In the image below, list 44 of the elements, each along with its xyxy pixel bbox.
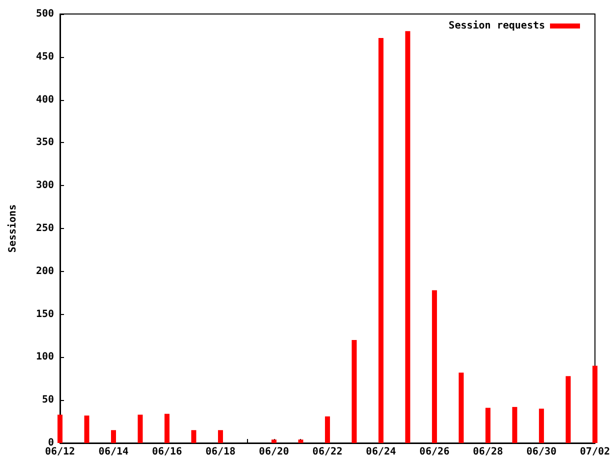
bar <box>405 31 410 443</box>
y-tick-label: 300 <box>36 180 54 192</box>
bar <box>458 372 464 443</box>
bar <box>110 430 116 443</box>
x-tick-label: 06/16 <box>152 446 182 458</box>
bar <box>218 430 223 443</box>
legend-label: Session requests <box>448 20 545 32</box>
x-tick-label: 06/28 <box>472 446 504 458</box>
y-tick-label: 250 <box>36 223 54 234</box>
bar <box>298 440 304 443</box>
x-tick-label: 06/12 <box>44 446 76 458</box>
bar <box>378 38 384 443</box>
bar <box>191 430 196 443</box>
bar <box>538 408 544 443</box>
y-tick-label: 50 <box>42 394 54 406</box>
x-tick-label: 06/22 <box>312 446 343 458</box>
y-tick-label: 0 <box>48 438 54 448</box>
x-tick-label: 06/24 <box>366 446 396 458</box>
x-tick-label: 06/26 <box>419 446 450 458</box>
bar <box>566 376 571 443</box>
bar <box>84 416 90 443</box>
x-tick-label: 06/18 <box>205 446 236 458</box>
bar <box>164 414 170 443</box>
y-tick-label: 150 <box>36 308 54 320</box>
y-tick-label: 350 <box>36 137 54 148</box>
bar <box>58 414 62 443</box>
bar <box>271 440 276 443</box>
bar <box>485 408 490 443</box>
x-tick-label: 07/02 <box>580 446 610 458</box>
bar <box>138 414 143 443</box>
y-tick-label: 500 <box>36 8 54 20</box>
y-axis-title: Sessions <box>6 204 18 253</box>
y-tick-label: 400 <box>36 94 54 106</box>
bar <box>512 406 518 443</box>
y-tick-label: 450 <box>36 51 54 62</box>
y-tick-label: 100 <box>36 352 54 363</box>
x-tick-label: 06/30 <box>526 446 557 458</box>
bar <box>352 340 357 443</box>
bar <box>324 416 330 443</box>
x-tick-label: 06/20 <box>258 446 290 458</box>
bar <box>592 366 598 443</box>
bar <box>432 290 437 443</box>
x-tick-label: 06/14 <box>98 446 129 458</box>
y-tick-label: 200 <box>36 266 54 277</box>
